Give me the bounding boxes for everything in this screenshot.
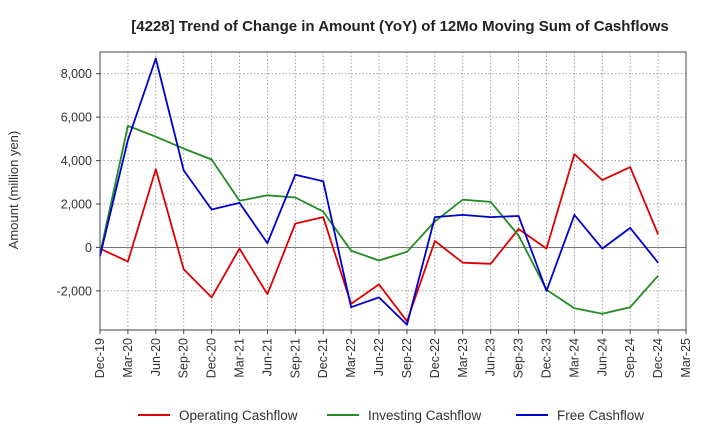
grid-lines xyxy=(100,52,686,330)
x-tick-label: Dec-21 xyxy=(316,338,330,378)
y-tick-label: 8,000 xyxy=(61,67,92,81)
x-tick-label: Sep-22 xyxy=(400,338,414,378)
legend-label: Free Cashflow xyxy=(557,408,644,423)
x-axis-ticks: Dec-19 Mar-20 Jun-20 Sep-20 Dec-20 Mar-21 Jun-… xyxy=(93,330,693,378)
legend: Operating Cashflow Investing Cashflow Free… xyxy=(138,408,644,423)
x-tick-label: Sep-23 xyxy=(512,338,526,378)
x-tick-label: Mar-24 xyxy=(567,338,581,378)
series-line-free-cashflow xyxy=(99,57,659,326)
x-tick-label: Jun-24 xyxy=(595,338,609,376)
y-tick-label: 0 xyxy=(85,241,92,255)
x-tick-label: Mar-21 xyxy=(233,338,247,378)
x-tick-label: Jun-20 xyxy=(149,338,163,376)
series-line-operating-cashflow xyxy=(99,153,659,323)
x-tick-label: Jun-21 xyxy=(260,338,274,376)
y-tick-label: 4,000 xyxy=(61,154,92,168)
x-tick-label: Jun-23 xyxy=(484,338,498,376)
legend-label: Investing Cashflow xyxy=(368,408,482,423)
y-tick-label: -2,000 xyxy=(57,284,92,298)
series-line-investing-cashflow xyxy=(99,124,659,315)
y-axis-ticks: -2,000 0 2,000 4,000 6,000 8,000 xyxy=(57,67,100,298)
x-tick-label: Sep-24 xyxy=(623,338,637,378)
legend-label: Operating Cashflow xyxy=(179,408,298,423)
plot-frame xyxy=(99,51,687,331)
x-tick-label: Dec-24 xyxy=(651,338,665,378)
series-lines xyxy=(99,57,659,326)
x-tick-label: Mar-23 xyxy=(456,338,470,378)
y-tick-label: 6,000 xyxy=(61,111,92,125)
x-tick-label: Dec-19 xyxy=(93,338,107,378)
x-tick-label: Mar-25 xyxy=(679,338,693,378)
x-tick-label: Mar-20 xyxy=(121,338,135,378)
y-tick-label: 2,000 xyxy=(61,198,92,212)
x-tick-label: Dec-20 xyxy=(205,338,219,378)
x-tick-label: Dec-23 xyxy=(539,338,553,378)
x-tick-label: Sep-20 xyxy=(177,338,191,378)
x-tick-label: Jun-22 xyxy=(372,338,386,376)
x-tick-label: Sep-21 xyxy=(288,338,302,378)
x-tick-label: Mar-22 xyxy=(344,338,358,378)
x-tick-label: Dec-22 xyxy=(428,338,442,378)
chart-title: [4228] Trend of Change in Amount (YoY) o… xyxy=(131,18,669,35)
y-axis-label: Amount (million yen) xyxy=(6,131,21,250)
